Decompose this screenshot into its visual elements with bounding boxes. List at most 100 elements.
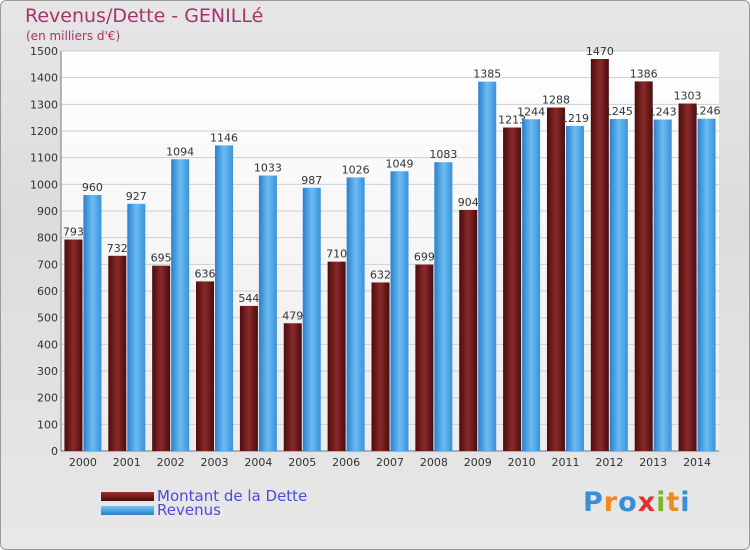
data-label-dette: 710 <box>326 248 347 261</box>
x-tick-label: 2000 <box>69 456 97 469</box>
bar-revenus <box>215 145 234 451</box>
bar-dette <box>64 239 83 451</box>
y-tick-label: 100 <box>37 418 58 431</box>
chart-subtitle: (en milliers d'€) <box>26 29 121 43</box>
bar-dette <box>371 282 390 451</box>
bar-revenus <box>346 177 365 451</box>
data-label-revenus: 1026 <box>342 163 370 176</box>
data-label-revenus: 1094 <box>166 145 194 158</box>
data-label-dette: 1213 <box>498 114 526 127</box>
bar-revenus <box>565 125 584 451</box>
logo-letter: i <box>656 487 667 518</box>
logo-letter: i <box>680 487 691 518</box>
legend-label-revenus: Revenus <box>157 501 221 519</box>
x-tick-label: 2006 <box>332 456 360 469</box>
data-label-dette: 904 <box>458 196 479 209</box>
x-tick-label: 2009 <box>464 456 492 469</box>
y-tick-label: 1500 <box>30 45 58 58</box>
logo-letter: r <box>603 487 619 518</box>
bar-dette <box>327 261 346 451</box>
x-tick-label: 2011 <box>551 456 579 469</box>
bar-dette <box>503 127 522 452</box>
x-tick-label: 2005 <box>288 456 316 469</box>
legend-swatch-dette <box>101 491 154 501</box>
x-tick-label: 2004 <box>244 456 272 469</box>
bar-dette <box>546 107 565 452</box>
x-tick-label: 2002 <box>157 456 185 469</box>
x-tick-label: 2008 <box>420 456 448 469</box>
y-tick-label: 200 <box>37 392 58 405</box>
y-tick-label: 500 <box>37 312 58 325</box>
data-label-dette: 632 <box>370 268 391 281</box>
data-label-dette: 699 <box>414 251 435 264</box>
data-label-revenus: 1033 <box>254 162 282 175</box>
bar-revenus <box>434 162 453 451</box>
plot-area <box>61 51 719 451</box>
bar-dette <box>108 255 127 451</box>
legend-item-revenus: Revenus <box>101 501 221 519</box>
legend-label-dette: Montant de la Dette <box>157 487 308 505</box>
bar-revenus <box>171 159 190 451</box>
y-tick-label: 900 <box>37 205 58 218</box>
x-tick-label: 2014 <box>683 456 711 469</box>
data-label-revenus: 1049 <box>386 157 414 170</box>
data-label-dette: 1288 <box>542 94 570 107</box>
data-label-revenus: 960 <box>82 181 103 194</box>
data-label-revenus: 927 <box>126 190 147 203</box>
bar-revenus <box>653 119 672 452</box>
data-label-revenus: 1385 <box>473 68 501 81</box>
y-tick-label: 800 <box>37 232 58 245</box>
proxiti-logo: Proxiti <box>583 487 691 518</box>
data-label-dette: 1303 <box>674 90 702 103</box>
x-tick-label: 2007 <box>376 456 404 469</box>
bar-revenus <box>697 118 716 451</box>
data-label-revenus: 1243 <box>649 106 677 119</box>
y-tick-label: 1400 <box>30 72 58 85</box>
data-label-revenus: 1219 <box>561 112 589 125</box>
data-label-revenus: 987 <box>301 174 322 187</box>
bar-revenus <box>522 119 541 452</box>
bar-dette <box>239 305 258 451</box>
y-tick-label: 1300 <box>30 98 58 111</box>
x-tick-label: 2001 <box>113 456 141 469</box>
bar-dette <box>196 281 215 451</box>
y-tick-label: 400 <box>37 338 58 351</box>
data-label-revenus: 1246 <box>693 105 721 118</box>
x-tick-label: 2010 <box>508 456 536 469</box>
y-tick-label: 700 <box>37 258 58 271</box>
bar-revenus <box>478 81 497 452</box>
data-label-dette: 695 <box>151 252 172 265</box>
legend-item-dette: Montant de la Dette <box>101 487 308 505</box>
bar-revenus <box>609 119 628 451</box>
data-label-dette: 479 <box>282 309 303 322</box>
bar-dette <box>459 209 478 451</box>
y-tick-label: 1000 <box>30 178 58 191</box>
legend-swatch-revenus <box>101 505 154 515</box>
bar-dette <box>152 265 171 451</box>
y-tick-label: 600 <box>37 285 58 298</box>
logo-letter: x <box>637 487 657 518</box>
y-tick-label: 1200 <box>30 125 58 138</box>
bar-dette <box>415 264 434 451</box>
data-label-revenus: 1244 <box>517 105 545 118</box>
logo-letter: t <box>666 487 681 518</box>
data-label-dette: 732 <box>107 242 128 255</box>
x-tick-label: 2003 <box>201 456 229 469</box>
data-label-dette: 636 <box>195 267 216 280</box>
y-tick-label: 0 <box>51 445 58 458</box>
bar-dette <box>634 81 653 452</box>
data-label-dette: 544 <box>238 292 259 305</box>
data-label-revenus: 1245 <box>605 105 633 118</box>
y-tick-label: 300 <box>37 365 58 378</box>
bar-revenus <box>83 195 102 451</box>
data-label-revenus: 1083 <box>429 148 457 161</box>
bar-revenus <box>258 175 277 452</box>
data-label-dette: 793 <box>63 226 84 239</box>
data-label-dette: 1470 <box>586 45 614 58</box>
data-label-revenus: 1146 <box>210 131 238 144</box>
data-label-dette: 1386 <box>630 67 658 80</box>
logo-letter: P <box>583 487 604 518</box>
bar-revenus <box>127 203 146 451</box>
bar-dette <box>590 59 609 451</box>
